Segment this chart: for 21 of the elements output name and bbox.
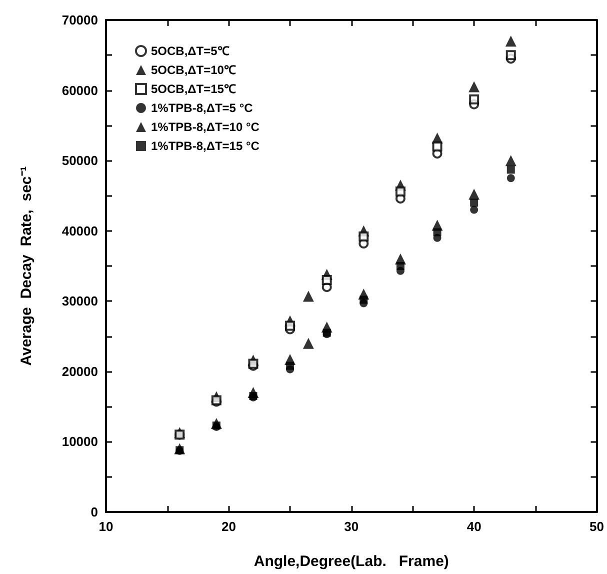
y-tick-label: 30000 [62, 294, 98, 309]
y-tick-label: 10000 [62, 434, 98, 450]
legend-label: 1%TPB-8,ΔT=15 °C [151, 139, 260, 153]
y-tick-label: 20000 [62, 364, 98, 379]
legend-label: 5OCB,ΔT=10℃ [151, 63, 236, 77]
y-tick-label: 0 [90, 504, 98, 520]
legend-label: 1%TPB-8,ΔT=10 °C [151, 120, 260, 134]
y-tick-label: 60000 [62, 82, 98, 98]
y-axis-title: Average Decay Rate, sec⁻¹ [18, 166, 35, 366]
x-tick-label: 30 [344, 519, 359, 534]
x-axis-title: Angle,Degree(Lab. Frame) [254, 553, 449, 570]
legend-label: 5OCB,ΔT=5℃ [151, 44, 230, 58]
y-tick-label: 40000 [62, 223, 98, 238]
legend-label: 5OCB,ΔT=15℃ [151, 82, 236, 96]
y-tick-label: 50000 [62, 153, 98, 168]
legend-label: 1%TPB-8,ΔT=5 °C [151, 101, 254, 115]
x-tick-label: 50 [590, 519, 604, 534]
y-tick-label: 70000 [62, 12, 98, 28]
x-tick-label: 20 [221, 519, 236, 534]
x-tick-label: 40 [466, 519, 482, 534]
x-tick-label: 10 [98, 519, 114, 534]
